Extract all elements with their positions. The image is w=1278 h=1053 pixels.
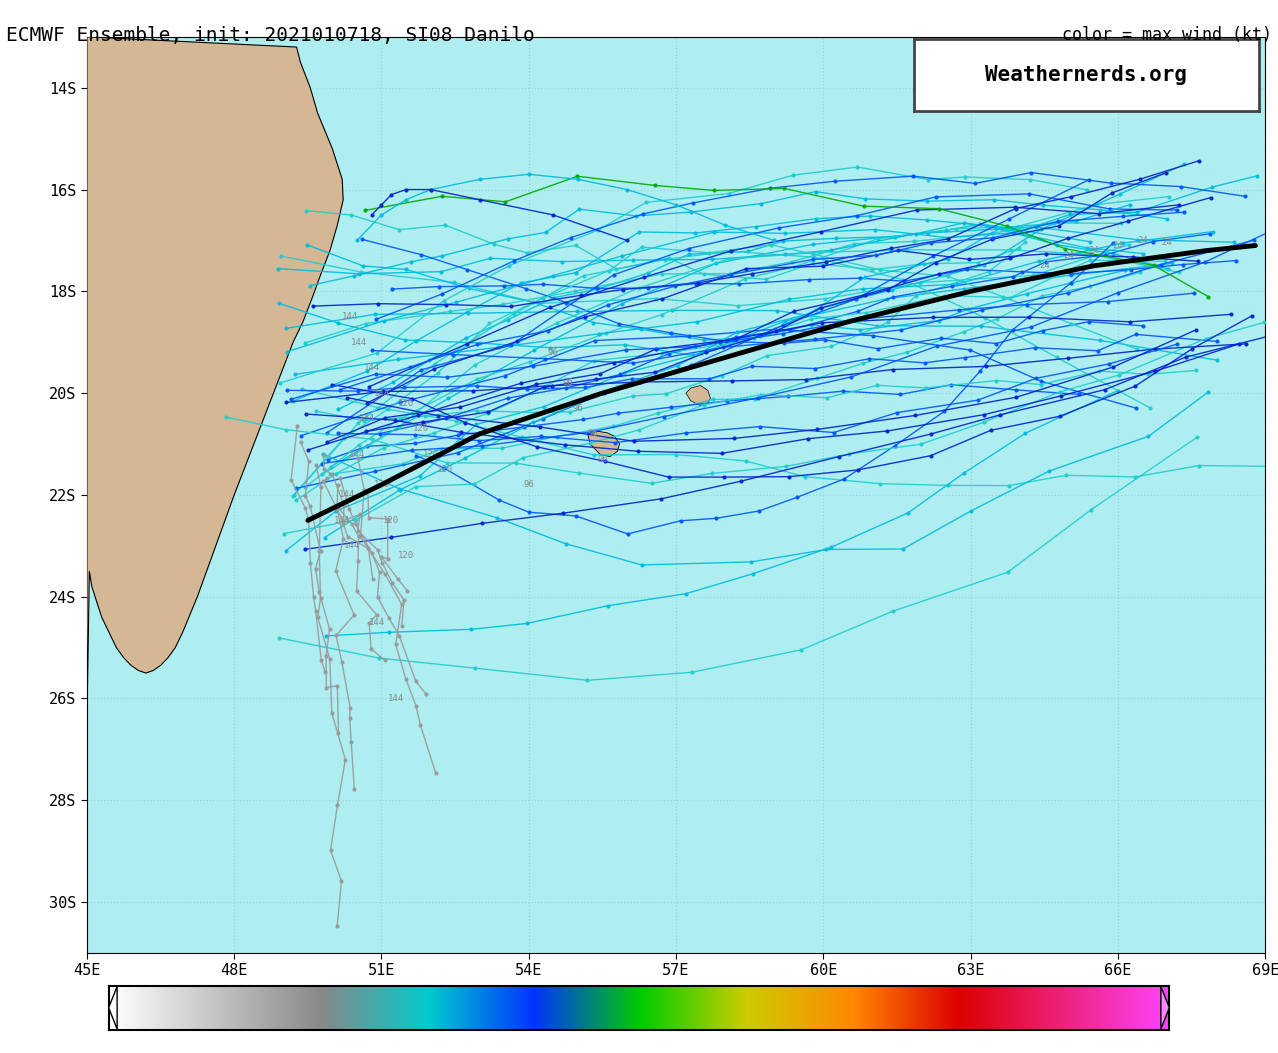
Text: 144: 144 [373,389,390,398]
Text: 96: 96 [587,430,598,438]
Text: ECMWF Ensemble, init: 2021010718, SI08 Danilo: ECMWF Ensemble, init: 2021010718, SI08 D… [6,26,535,45]
Text: 120: 120 [437,465,454,474]
Text: 120: 120 [423,450,438,459]
Text: 120: 120 [383,516,399,524]
Text: 144: 144 [344,541,360,551]
Text: 24: 24 [1162,238,1172,247]
Polygon shape [686,385,711,405]
Text: 144: 144 [334,516,350,524]
Text: 120: 120 [373,480,390,490]
Text: 144: 144 [339,491,355,499]
Text: 144: 144 [351,338,368,346]
Text: 24: 24 [1088,246,1099,255]
Text: 144: 144 [364,363,380,372]
Text: 144: 144 [359,414,374,423]
Text: color = max wind (kt): color = max wind (kt) [1062,26,1272,44]
Text: 24: 24 [1063,252,1075,260]
Text: 120: 120 [413,424,429,433]
Text: 24: 24 [1039,261,1049,271]
Polygon shape [588,432,620,457]
Polygon shape [87,37,344,953]
Text: 96: 96 [524,480,534,490]
Text: 96: 96 [562,378,574,388]
Text: 24: 24 [1113,241,1123,250]
Text: 144: 144 [389,694,404,703]
Polygon shape [109,987,118,1029]
Text: 24: 24 [1137,236,1148,245]
Polygon shape [1160,987,1169,1029]
Text: 144: 144 [341,313,358,321]
Text: 120: 120 [397,399,414,408]
Text: 144: 144 [368,618,385,627]
Text: 96: 96 [573,404,583,413]
Text: 144: 144 [349,450,366,459]
Text: 120: 120 [397,552,414,560]
Text: Weathernerds.org: Weathernerds.org [985,65,1187,84]
Text: 96: 96 [597,455,608,463]
Text: 96: 96 [548,347,558,357]
